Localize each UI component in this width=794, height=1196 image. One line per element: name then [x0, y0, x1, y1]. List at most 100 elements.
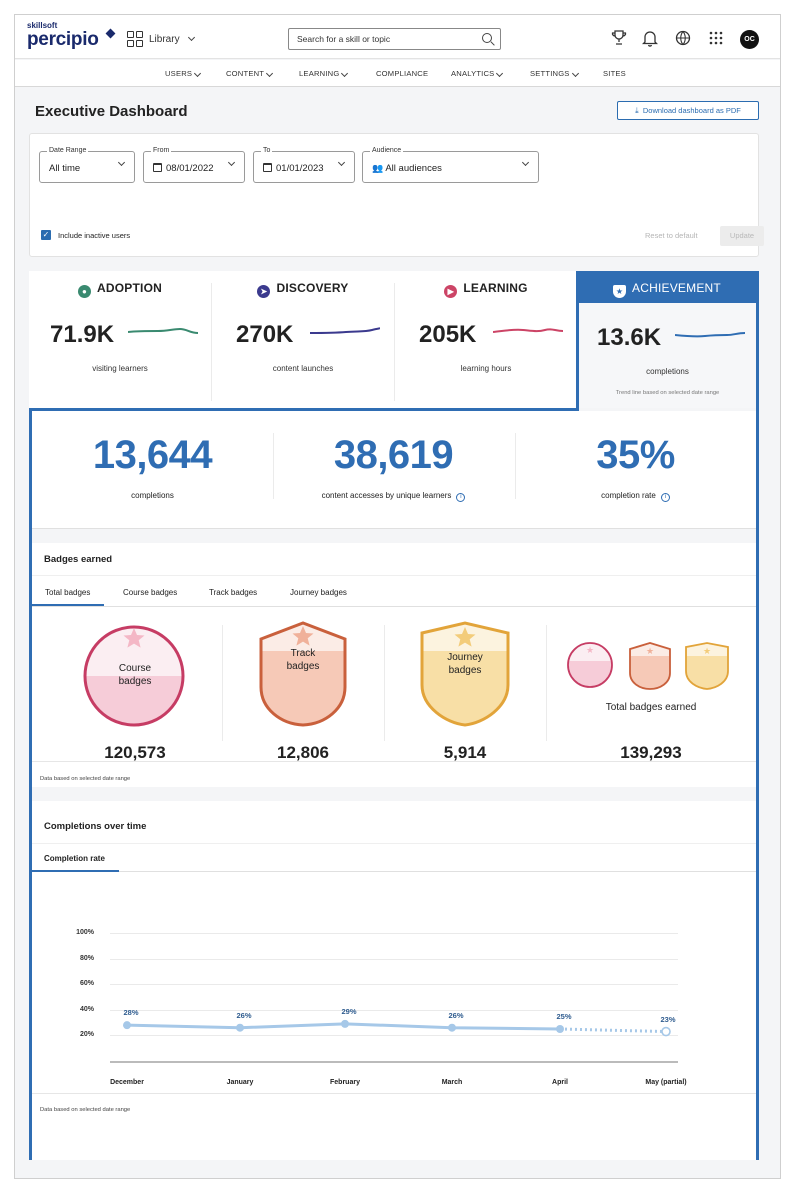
audience-select[interactable]: Audience 👥 All audiences — [362, 147, 539, 183]
track-badge-icon — [259, 621, 347, 727]
svg-text:★: ★ — [703, 646, 711, 656]
reset-to-default-link[interactable]: Reset to default — [645, 231, 698, 240]
library-grid-icon — [127, 31, 143, 47]
calendar-icon — [153, 163, 162, 172]
shield-star-icon: ★ — [613, 285, 627, 298]
learning-sparkline — [493, 328, 563, 333]
nav-users[interactable]: USERS — [165, 69, 202, 78]
percipio-logo[interactable]: skillsoft percipio — [27, 20, 117, 54]
info-icon[interactable]: i — [456, 493, 466, 502]
tab-track-badges[interactable]: Track badges — [209, 588, 258, 597]
date-range-select[interactable]: Date Range All time — [39, 147, 135, 183]
filter-panel: Date Range All time From 08/01/2022 To 0… — [29, 133, 764, 257]
data-label: 26% — [448, 1010, 464, 1020]
y-tick-label: 100% — [76, 929, 94, 936]
download-icon: ⤓ — [635, 106, 639, 115]
user-circle-icon: ● — [78, 285, 92, 298]
x-tick-label: January — [226, 1079, 254, 1086]
nav-sites[interactable]: SITES — [603, 69, 626, 78]
completions-title: Completions over time — [44, 821, 147, 832]
x-tick-label: March — [441, 1079, 463, 1086]
completion-tabs: Completion rate — [32, 843, 756, 872]
total-badges-label: Total badges earned — [605, 702, 697, 713]
compass-icon: ➤ — [257, 285, 271, 298]
chevron-down-icon — [227, 158, 236, 167]
gridline — [110, 1009, 678, 1011]
top-bar: skillsoft percipio Library Search for a … — [15, 15, 780, 59]
chevron-down-icon — [187, 33, 195, 42]
globe-icon[interactable] — [675, 29, 691, 47]
data-label: 28% — [123, 1008, 139, 1018]
y-tick-label: 20% — [79, 1031, 94, 1039]
completion-rate-chart — [110, 1019, 678, 1063]
data-point[interactable] — [123, 1021, 131, 1030]
completions-over-time-section: Completions over time Completion rate 10… — [32, 801, 756, 1160]
course-badge-icon — [83, 625, 185, 727]
tab-achievement[interactable]: ★ ACHIEVEMENT 13.6K completions Trend lin… — [576, 271, 759, 411]
info-icon[interactable]: i — [660, 493, 670, 502]
data-point[interactable] — [661, 1026, 671, 1037]
include-inactive-label: Include inactive users — [58, 231, 131, 240]
chevron-down-icon — [194, 69, 202, 78]
achievement-sparkline — [675, 332, 745, 338]
y-tick-label: 80% — [79, 954, 94, 962]
bell-icon[interactable] — [642, 29, 658, 47]
tab-total-badges[interactable]: Total badges — [32, 588, 105, 606]
nav-settings[interactable]: SETTINGS — [530, 69, 579, 78]
data-point[interactable] — [556, 1025, 564, 1033]
data-point[interactable] — [236, 1023, 244, 1032]
discovery-sparkline — [310, 327, 380, 334]
calendar-icon — [263, 163, 272, 172]
chevron-down-icon — [266, 69, 274, 78]
logo-diamond-icon — [105, 28, 116, 39]
from-date-picker[interactable]: From 08/01/2022 — [143, 147, 245, 183]
chevron-down-icon — [496, 69, 504, 78]
achievement-panel: 13,644 completions 38,619 content access… — [29, 408, 759, 1160]
chevron-down-icon — [117, 158, 126, 167]
x-tick-label: May (partial) — [645, 1079, 687, 1086]
update-button[interactable]: Update — [720, 226, 764, 246]
achievement-stats: 13,644 completions 38,619 content access… — [32, 411, 756, 529]
tab-journey-badges[interactable]: Journey badges — [290, 588, 347, 597]
data-label: 23% — [660, 1014, 676, 1024]
tab-course-badges[interactable]: Course badges — [123, 588, 178, 597]
y-tick-label: 40% — [79, 1005, 94, 1013]
gridline — [110, 933, 678, 934]
search-input[interactable]: Search for a skill or topic — [288, 28, 501, 50]
tab-learning[interactable]: ▶ LEARNING 205K learning hours — [395, 271, 577, 411]
people-icon: 👥 — [372, 163, 384, 173]
trophy-icon[interactable] — [611, 29, 627, 47]
chevron-down-icon — [571, 69, 579, 78]
x-tick-label: February — [330, 1079, 360, 1086]
to-date-picker[interactable]: To 01/01/2023 — [253, 147, 355, 183]
data-point[interactable] — [341, 1019, 349, 1028]
partial-line-segment — [559, 1027, 667, 1034]
gridline — [110, 1035, 678, 1037]
gridline — [110, 958, 678, 960]
tab-discovery[interactable]: ➤ DISCOVERY 270K content launches — [212, 271, 394, 411]
nav-learning[interactable]: LEARNING — [299, 69, 349, 78]
apps-grid-icon[interactable] — [709, 29, 723, 47]
course-badges-card: Course badges 120,573 — [55, 609, 215, 779]
tab-completion-rate[interactable]: Completion rate — [32, 854, 119, 872]
nav-analytics[interactable]: ANALYTICS — [451, 69, 504, 78]
page-title: Executive Dashboard — [35, 103, 188, 120]
data-label: 29% — [341, 1006, 357, 1016]
library-menu[interactable]: Library — [127, 31, 195, 47]
x-tick-label: December — [110, 1079, 144, 1086]
include-inactive-checkbox[interactable]: ✓ — [41, 230, 51, 240]
data-label: 25% — [556, 1012, 572, 1021]
total-badges-icons: ★ ★ ★ — [567, 642, 729, 690]
nav-compliance[interactable]: COMPLIANCE — [376, 69, 429, 78]
journey-badge-icon — [420, 621, 510, 727]
gridline — [110, 984, 678, 986]
app-frame: skillsoft percipio Library Search for a … — [14, 14, 781, 1179]
tab-adoption[interactable]: ● ADOPTION 71.9K visiting learners — [29, 271, 211, 411]
user-avatar[interactable]: OC — [740, 30, 759, 49]
nav-content[interactable]: CONTENT — [226, 69, 274, 78]
total-badges-card: ★ ★ ★ Total badges earned 139,293 — [564, 609, 738, 779]
download-pdf-button[interactable]: ⤓ Download dashboard as PDF — [617, 101, 759, 120]
search-icon[interactable] — [482, 33, 492, 43]
course-badges-label: Course badges — [118, 663, 152, 687]
data-point[interactable] — [448, 1023, 456, 1032]
